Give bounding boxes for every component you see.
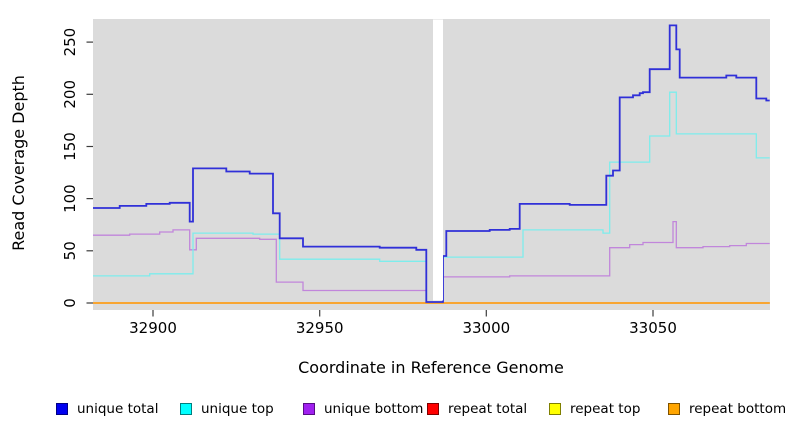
x-tick-label: 32950 [296,319,344,337]
y-tick-label: 200 [61,80,79,109]
alignment-gap-band [433,19,443,301]
legend-item-repeat-total: repeat total [427,398,527,420]
y-tick-label: 0 [61,298,79,308]
unique-top-swatch [180,403,192,415]
series-line-unique-top [93,91,770,304]
series-layer [93,19,770,304]
legend-label: unique bottom [324,401,424,417]
legend-label: repeat total [448,401,528,417]
y-tick-label: 150 [61,132,79,161]
x-tick-label: 32900 [129,319,177,337]
axis-layer: 32900 32950 33000 33050 0 50 100 150 200 250 [61,28,677,337]
legend-item-unique-bottom: unique bottom [303,398,423,420]
y-tick-label: 50 [61,241,79,260]
legend-label: unique total [77,401,159,417]
legend-item-unique-total: unique total [56,398,158,420]
y-tick-label: 100 [61,184,79,213]
x-tick-label: 33000 [462,319,510,337]
plot-panel-layer [93,19,770,310]
coverage-plot: 32900 32950 33000 33050 0 50 100 150 200 250 Coor… [9,19,770,377]
repeat-bottom-swatch [668,403,680,415]
legend-item-unique-top: unique top [180,398,274,420]
legend-label: repeat bottom [689,401,787,417]
y-axis-title: Read Coverage Depth [9,75,28,251]
legend-item-repeat-bottom: repeat bottom [668,398,786,420]
unique-total-swatch [56,403,68,415]
legend-label: unique top [201,401,274,417]
x-axis-title: Coordinate in Reference Genome [298,358,564,377]
repeat-total-swatch [427,403,439,415]
unique-bottom-swatch [303,403,315,415]
x-tick-label: 33050 [629,319,677,337]
repeat-top-swatch [549,403,561,415]
plot-background [93,19,770,310]
legend-label: repeat top [570,401,641,417]
series-line-unique-total [93,24,770,303]
legend-item-repeat-top: repeat top [549,398,640,420]
y-tick-label: 250 [61,28,79,57]
legend: unique total unique top unique bottom re… [0,398,792,424]
